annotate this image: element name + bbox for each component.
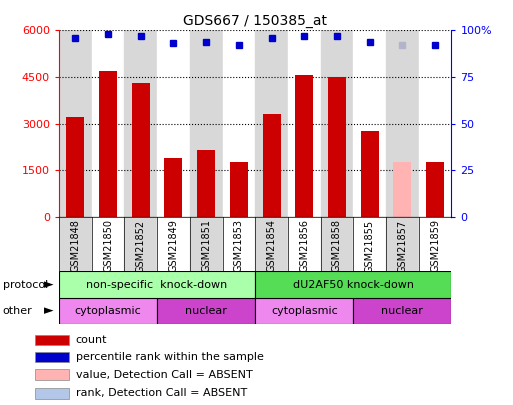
Bar: [255, 298, 353, 324]
Title: GDS667 / 150385_at: GDS667 / 150385_at: [183, 14, 327, 28]
Text: nuclear: nuclear: [382, 306, 423, 316]
Bar: [59, 298, 157, 324]
Bar: [223, 30, 255, 217]
Bar: [99, 71, 117, 217]
Text: percentile rank within the sample: percentile rank within the sample: [76, 352, 264, 362]
Bar: [165, 158, 183, 217]
Bar: [59, 30, 92, 217]
Text: other: other: [3, 306, 32, 316]
Bar: [386, 30, 419, 217]
Bar: [393, 162, 411, 217]
Text: GSM21850: GSM21850: [103, 220, 113, 273]
Text: GSM21856: GSM21856: [299, 220, 309, 273]
Text: cytoplasmic: cytoplasmic: [271, 306, 338, 316]
Bar: [263, 114, 281, 217]
Bar: [419, 217, 451, 271]
Bar: [328, 77, 346, 217]
Text: GSM21854: GSM21854: [267, 220, 277, 273]
Bar: [255, 217, 288, 271]
Bar: [255, 30, 288, 217]
Text: protocol: protocol: [3, 279, 48, 290]
Bar: [426, 162, 444, 217]
Text: dU2AF50 knock-down: dU2AF50 knock-down: [293, 279, 414, 290]
Bar: [361, 131, 379, 217]
Text: GSM21852: GSM21852: [136, 220, 146, 273]
Text: GSM21848: GSM21848: [70, 220, 81, 272]
Text: ►: ►: [44, 278, 53, 291]
Bar: [197, 150, 215, 217]
Bar: [92, 217, 125, 271]
Bar: [230, 162, 248, 217]
Bar: [255, 271, 451, 298]
Bar: [35, 388, 69, 399]
Text: cytoplasmic: cytoplasmic: [75, 306, 142, 316]
Bar: [353, 298, 451, 324]
Bar: [288, 30, 321, 217]
Bar: [157, 298, 255, 324]
Text: ►: ►: [44, 304, 53, 318]
Bar: [35, 335, 69, 345]
Bar: [419, 30, 451, 217]
Text: GSM21858: GSM21858: [332, 220, 342, 273]
Bar: [223, 217, 255, 271]
Bar: [295, 75, 313, 217]
Bar: [321, 217, 353, 271]
Text: GSM21855: GSM21855: [365, 220, 374, 273]
Bar: [132, 83, 150, 217]
Bar: [157, 30, 190, 217]
Text: value, Detection Call = ABSENT: value, Detection Call = ABSENT: [76, 369, 252, 379]
Bar: [353, 30, 386, 217]
Bar: [288, 217, 321, 271]
Bar: [59, 217, 92, 271]
Text: GSM21857: GSM21857: [398, 220, 407, 273]
Text: GSM21859: GSM21859: [430, 220, 440, 273]
Bar: [124, 217, 157, 271]
Text: GSM21849: GSM21849: [168, 220, 179, 272]
Bar: [66, 117, 84, 217]
Bar: [59, 271, 255, 298]
Bar: [157, 217, 190, 271]
Bar: [321, 30, 353, 217]
Bar: [35, 369, 69, 379]
Text: rank, Detection Call = ABSENT: rank, Detection Call = ABSENT: [76, 388, 247, 399]
Text: GSM21853: GSM21853: [234, 220, 244, 273]
Bar: [386, 217, 419, 271]
Bar: [35, 352, 69, 362]
Bar: [190, 30, 223, 217]
Bar: [353, 217, 386, 271]
Text: GSM21851: GSM21851: [201, 220, 211, 273]
Text: non-specific  knock-down: non-specific knock-down: [87, 279, 228, 290]
Text: count: count: [76, 335, 107, 345]
Bar: [190, 217, 223, 271]
Text: nuclear: nuclear: [185, 306, 227, 316]
Bar: [92, 30, 124, 217]
Bar: [124, 30, 157, 217]
